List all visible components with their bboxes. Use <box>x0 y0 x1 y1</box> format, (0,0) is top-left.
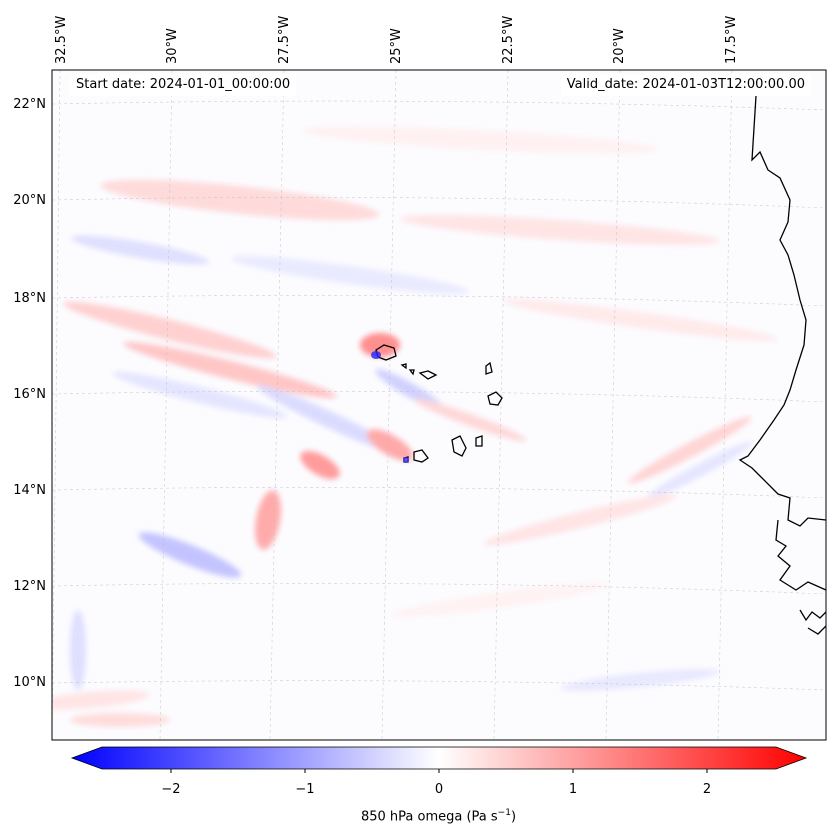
start-date-label: Start date: 2024-01-01_00:00:00 <box>70 74 297 96</box>
omega-field <box>52 70 826 740</box>
lat-label: 14°N <box>13 483 46 498</box>
colorbar <box>70 746 808 773</box>
colorbar-label: 850 hPa omega (Pa s−1) <box>0 808 837 824</box>
colorbar-label-close: ) <box>510 809 517 825</box>
colorbar-tick-label: 2 <box>702 782 712 797</box>
graticule <box>52 70 826 740</box>
lon-label: 32.5°W <box>54 15 69 64</box>
colorbar-tick-label: 0 <box>434 782 444 797</box>
colorbar-label-exponent: −1 <box>497 808 511 818</box>
map-frame <box>51 69 827 741</box>
coastline <box>375 95 826 635</box>
lat-label: 10°N <box>13 675 46 690</box>
lon-label: 27.5°W <box>277 15 292 64</box>
colorbar-tick-label: −2 <box>161 782 181 797</box>
valid-date-label: Valid_date: 2024-01-03T12:00:00.00 <box>560 74 811 96</box>
lon-label: 30°W <box>165 28 180 64</box>
lon-label: 20°W <box>612 28 627 64</box>
colorbar-label-main: 850 hPa omega (Pa s <box>360 809 498 825</box>
lat-label: 12°N <box>13 579 46 594</box>
colorbar-tick-label: 1 <box>568 782 578 797</box>
lon-label: 17.5°W <box>724 15 739 64</box>
lat-label: 16°N <box>13 387 46 402</box>
lon-label: 22.5°W <box>501 15 516 64</box>
lat-label: 18°N <box>13 291 46 306</box>
colorbar-tick-label: −1 <box>295 782 315 797</box>
lat-label: 22°N <box>13 97 46 112</box>
lon-label: 25°W <box>389 28 404 64</box>
lat-label: 20°N <box>13 193 46 208</box>
